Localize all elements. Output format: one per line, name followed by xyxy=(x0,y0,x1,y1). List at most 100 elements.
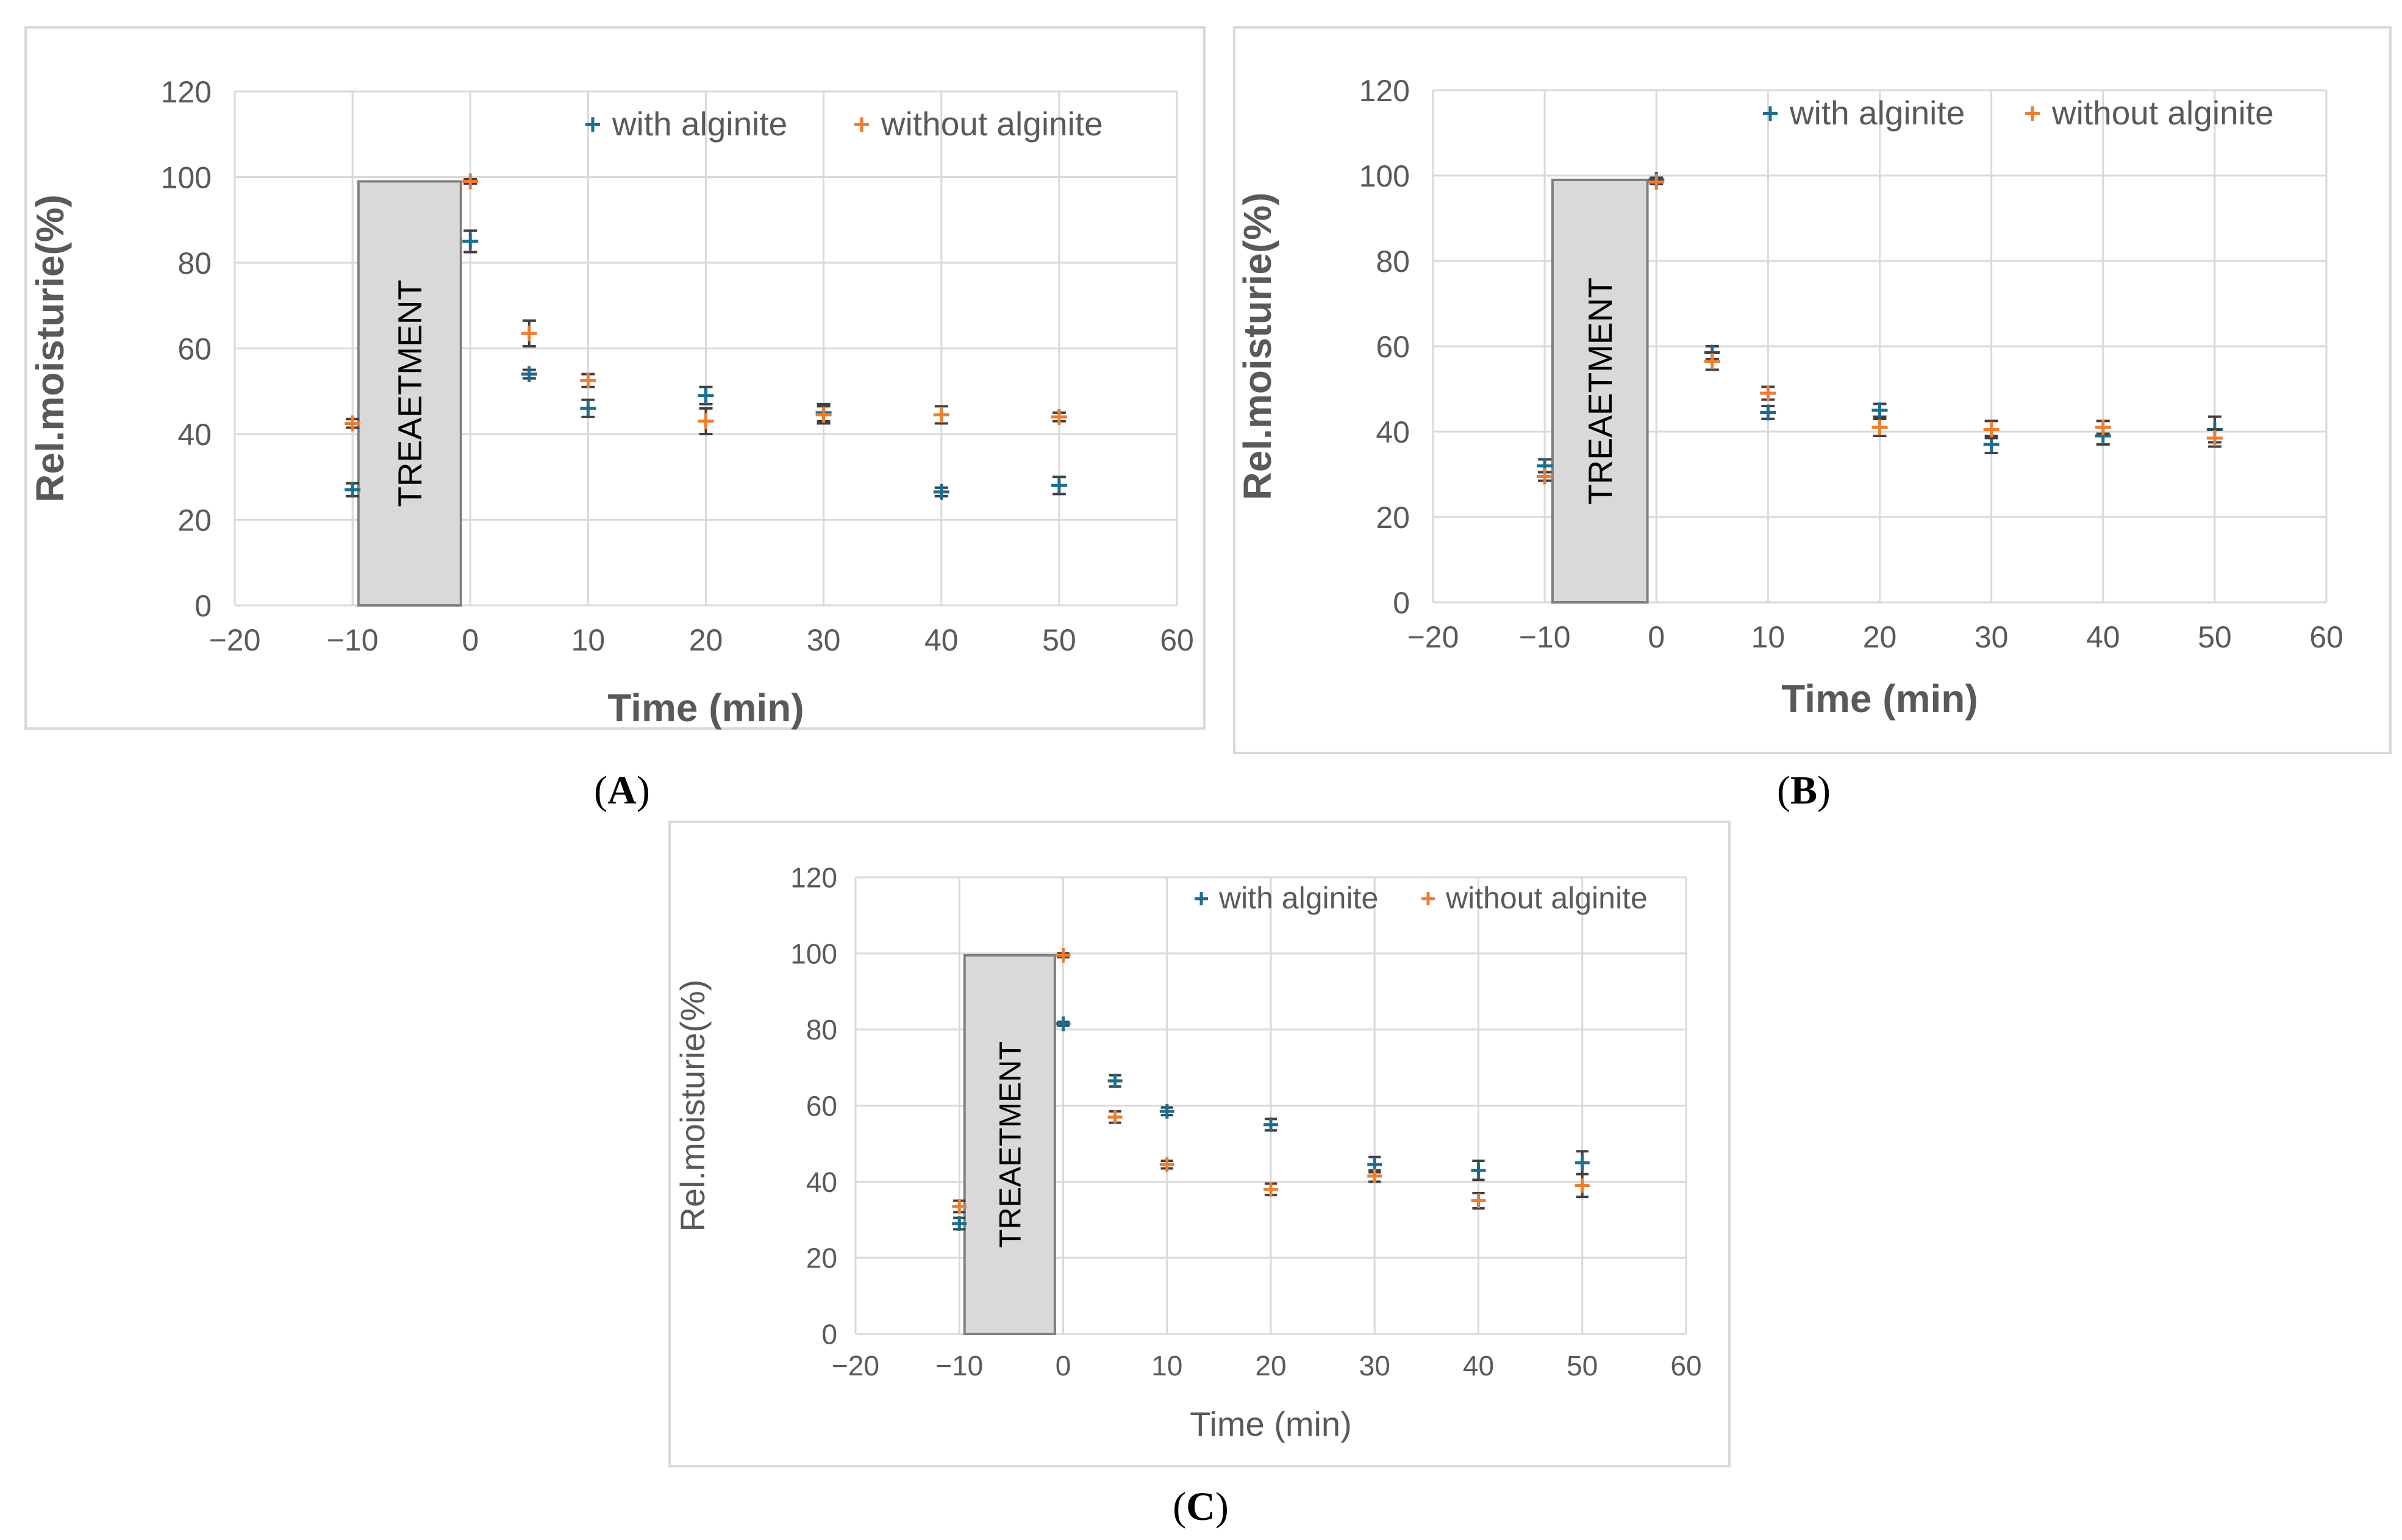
data-point xyxy=(1871,402,1888,418)
data-point xyxy=(1264,1182,1278,1197)
data-point xyxy=(1367,1169,1382,1183)
data-point xyxy=(2095,419,2111,435)
panel-label-b: (B) xyxy=(1777,768,1831,813)
paren-open: ( xyxy=(1777,768,1790,813)
y-tick-label: 60 xyxy=(177,332,212,366)
treatment-box xyxy=(1551,179,1649,604)
panel-letter: B xyxy=(1790,768,1817,813)
data-point xyxy=(462,229,479,254)
x-tick-label: 40 xyxy=(1463,1350,1494,1381)
series-without-alginite xyxy=(345,173,1067,435)
y-tick-label: 40 xyxy=(177,418,212,452)
paren-open: ( xyxy=(594,768,607,813)
x-tick-label: 30 xyxy=(1359,1350,1390,1381)
x-tick-label: 20 xyxy=(689,623,723,657)
y-tick-label: 120 xyxy=(790,862,837,894)
y-tick-label: 20 xyxy=(177,504,212,538)
chart-panel-a: 0 20 40 60 80 100 120 −20 −10 0 10 20 30 40 50 60 Time (… xyxy=(24,26,1206,730)
y-tick-label: 40 xyxy=(806,1166,837,1198)
y-axis-title: Rel.moisturie(%) xyxy=(673,980,712,1232)
data-point xyxy=(1575,1172,1590,1199)
data-point xyxy=(1107,1110,1123,1125)
paren-open: ( xyxy=(1173,1485,1186,1529)
x-tick-label: 60 xyxy=(1670,1350,1701,1381)
y-tick-label: 120 xyxy=(1359,74,1410,108)
series-without-alginite xyxy=(1537,174,2223,485)
chart-frame xyxy=(24,26,1206,730)
x-tick-label: 30 xyxy=(1975,620,2009,654)
y-tick-label: 100 xyxy=(161,161,212,195)
legend-item-with-alginite: with alginite xyxy=(1195,881,1378,915)
treatment-box xyxy=(357,180,462,607)
y-tick-label: 100 xyxy=(790,938,837,969)
legend-label: with alginite xyxy=(612,105,787,143)
x-tick-label: 50 xyxy=(2198,620,2232,654)
chart-panel-c: 0 20 40 60 80 100 120 −20 −10 0 10 20 30 40 50 60 Time (… xyxy=(668,821,1731,1467)
y-tick-label: 20 xyxy=(806,1242,837,1274)
chart-frame xyxy=(1233,26,2392,754)
legend-item-with-alginite: with alginite xyxy=(585,105,787,143)
x-tick-label: 50 xyxy=(1567,1350,1598,1381)
panel-letter: A xyxy=(607,768,637,813)
x-tick-label: 10 xyxy=(1151,1350,1182,1381)
y-tick-label: 120 xyxy=(161,75,212,109)
y-tick-label: 60 xyxy=(1376,330,1410,364)
data-point xyxy=(1760,404,1776,421)
paren-close: ) xyxy=(1817,768,1831,813)
data-point xyxy=(952,1199,967,1214)
series-without-alginite xyxy=(952,947,1590,1214)
data-point xyxy=(521,366,537,382)
treatment-label: TREAETMENT xyxy=(993,1041,1027,1248)
x-tick-label: 0 xyxy=(1648,620,1665,654)
legend-item-without-alginite: without alginite xyxy=(1421,881,1648,915)
x-tick-label: −10 xyxy=(1519,620,1571,654)
data-point xyxy=(952,1216,967,1231)
panel-label-c: (C) xyxy=(1173,1485,1229,1529)
data-point xyxy=(1051,476,1067,496)
data-point xyxy=(345,482,361,498)
chart-frame xyxy=(668,821,1731,1467)
legend-item-with-alginite: with alginite xyxy=(1762,94,1965,132)
data-point xyxy=(1159,1103,1174,1119)
data-point xyxy=(1760,385,1776,401)
y-tick-label: 0 xyxy=(195,589,212,623)
y-tick-label: 0 xyxy=(1393,586,1410,620)
data-point xyxy=(462,173,479,190)
y-tick-label: 80 xyxy=(806,1014,837,1046)
data-point xyxy=(1056,947,1071,963)
data-point xyxy=(1471,1160,1486,1182)
legend-label: without alginite xyxy=(1445,881,1648,915)
x-tick-label: 50 xyxy=(1042,623,1076,657)
y-tick-label: 80 xyxy=(1376,244,1410,279)
data-point xyxy=(1704,351,1720,371)
legend-item-without-alginite: without alginite xyxy=(854,105,1103,143)
y-tick-label: 40 xyxy=(1376,415,1410,449)
x-tick-label: 10 xyxy=(571,623,606,657)
x-tick-label: 0 xyxy=(462,623,479,657)
data-point xyxy=(1871,418,1888,437)
x-axis-title: Time (min) xyxy=(1190,1405,1351,1443)
treatment-label: TREAETMENT xyxy=(391,280,429,507)
x-tick-label: 10 xyxy=(1751,620,1785,654)
panel-letter: C xyxy=(1186,1485,1215,1529)
x-tick-label: 0 xyxy=(1056,1350,1071,1381)
data-point xyxy=(2206,428,2223,448)
x-tick-label: 20 xyxy=(1255,1350,1286,1381)
x-tick-label: 40 xyxy=(2086,620,2120,654)
legend: with alginite without alginite xyxy=(1195,881,1648,915)
y-tick-label: 20 xyxy=(1376,501,1410,535)
x-tick-label: −10 xyxy=(935,1350,983,1381)
y-tick-label: 0 xyxy=(821,1319,837,1350)
legend-item-without-alginite: without alginite xyxy=(2025,94,2274,132)
x-tick-label: −20 xyxy=(832,1350,879,1381)
data-point xyxy=(1159,1157,1174,1172)
data-point xyxy=(1537,468,1553,485)
data-point xyxy=(345,415,361,432)
x-tick-label: 40 xyxy=(924,623,959,657)
data-point xyxy=(1107,1073,1123,1088)
legend-label: with alginite xyxy=(1789,94,1965,132)
chart-panel-b: 0 20 40 60 80 100 120 −20 −10 0 10 20 30 40 50 60 Time (… xyxy=(1233,26,2392,754)
data-point xyxy=(1471,1192,1486,1210)
paren-close: ) xyxy=(637,768,650,813)
data-point xyxy=(1264,1117,1278,1132)
